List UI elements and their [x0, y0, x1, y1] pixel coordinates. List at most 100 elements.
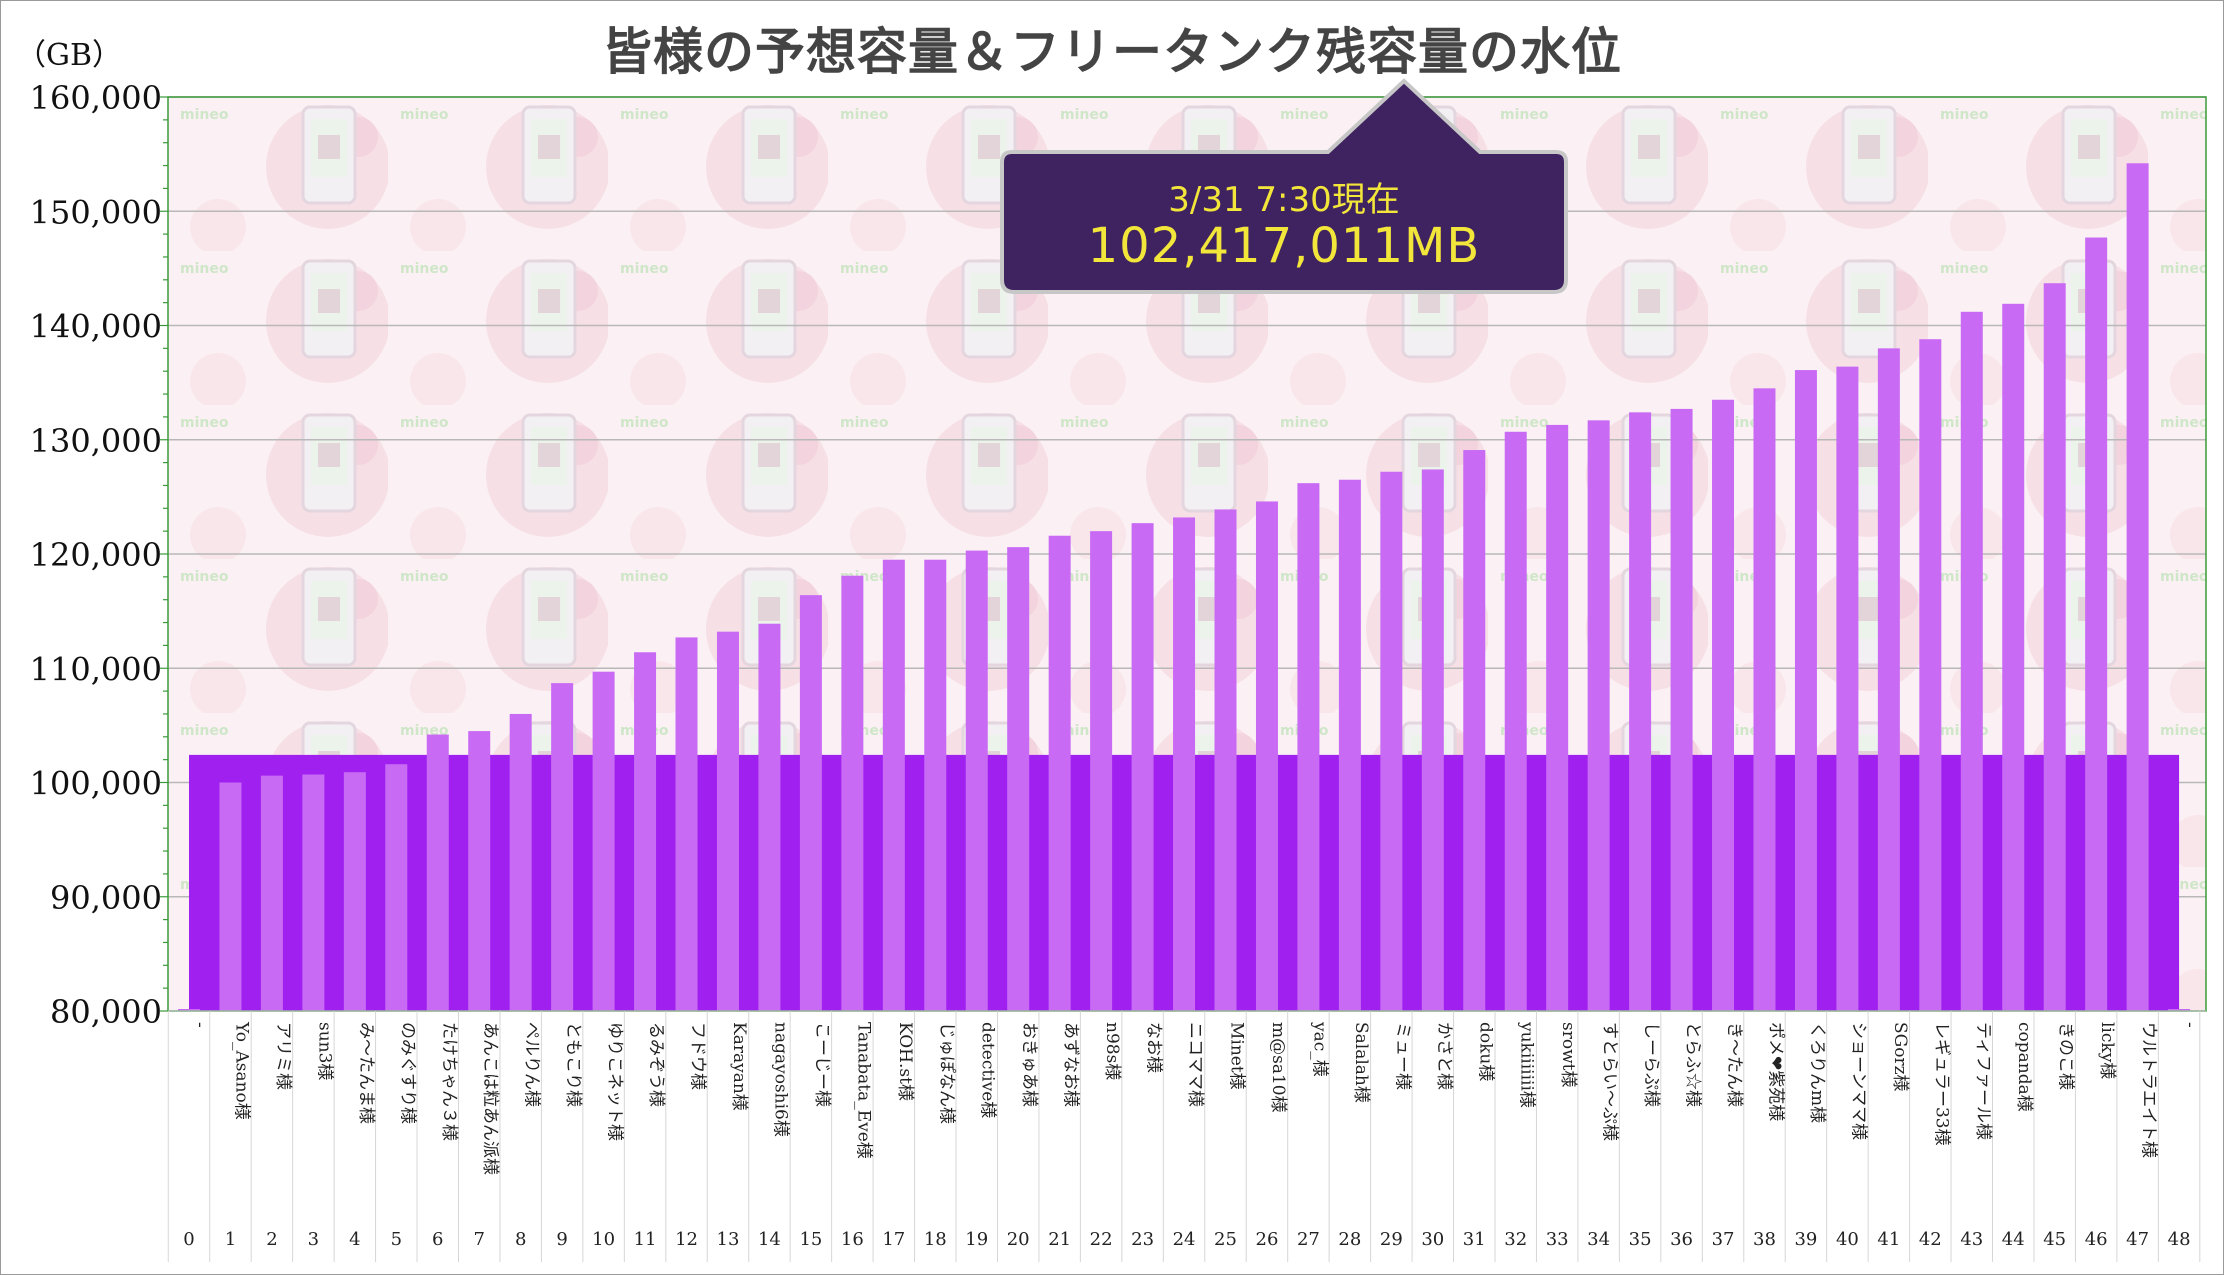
callout-value: 102,417,011MB	[1087, 218, 1481, 274]
bar-2	[260, 775, 283, 1011]
index-label-47: 47	[2126, 1229, 2149, 1250]
index-label-23: 23	[1131, 1229, 1154, 1250]
index-label-34: 34	[1587, 1229, 1610, 1250]
bar-27	[1297, 483, 1320, 1011]
bar-32	[1504, 431, 1527, 1011]
bar-43	[1960, 311, 1983, 1011]
bar-22	[1090, 531, 1113, 1011]
category-label-6: たけちゃん３様	[439, 1022, 459, 1141]
index-label-1: 1	[225, 1229, 236, 1250]
bar-41	[1877, 348, 1900, 1012]
index-label-40: 40	[1836, 1229, 1859, 1250]
category-label-3: sun3様	[314, 1022, 334, 1080]
category-label-25: Minet様	[1227, 1022, 1247, 1090]
index-label-36: 36	[1670, 1229, 1693, 1250]
category-label-11: るみぞう様	[646, 1022, 666, 1107]
index-label-48: 48	[2168, 1229, 2191, 1250]
index-label-21: 21	[1048, 1229, 1071, 1250]
index-label-2: 2	[266, 1229, 277, 1250]
bar-6	[426, 734, 449, 1011]
category-label-32: yukiiiiiii様	[1517, 1021, 1537, 1108]
bar-47	[2126, 163, 2149, 1011]
y-axis-unit-label: （GB）	[16, 38, 123, 73]
bar-26	[1255, 501, 1278, 1011]
category-label-1: Yo_Asano様	[231, 1021, 251, 1120]
category-label-46: licky様	[2097, 1022, 2117, 1079]
category-label-40: ショーンママ様	[1848, 1022, 1868, 1140]
bar-24	[1173, 517, 1196, 1011]
bar-35	[1629, 412, 1652, 1012]
bar-44	[2002, 303, 2025, 1012]
bar-15	[799, 595, 822, 1011]
category-label-42: レギュラー33様	[1931, 1022, 1951, 1146]
index-label-46: 46	[2085, 1229, 2108, 1250]
index-label-20: 20	[1007, 1229, 1030, 1250]
bar-34	[1587, 420, 1610, 1011]
y-tick-label: 100,000	[30, 765, 162, 803]
category-label-45: きのこ様	[2056, 1022, 2076, 1090]
chart-title: 皆様の予想容量＆フリータンク残容量の水位	[602, 22, 1622, 81]
bar-36	[1670, 408, 1693, 1012]
index-label-5: 5	[391, 1229, 402, 1250]
category-label-0: -	[190, 1022, 210, 1028]
y-tick-label: 130,000	[30, 422, 162, 460]
index-label-15: 15	[799, 1229, 822, 1250]
bar-38	[1753, 388, 1776, 1011]
bar-11	[634, 652, 657, 1011]
category-label-16: Tanabata_Eve様	[853, 1022, 873, 1159]
category-label-30: かさと様	[1434, 1022, 1454, 1090]
bar-48	[2168, 1009, 2191, 1011]
category-label-21: あずなお様	[1061, 1022, 1081, 1107]
category-label-14: nagayoshi6様	[770, 1022, 790, 1137]
category-label-36: とらふ☆様	[1683, 1022, 1703, 1107]
category-label-17: KOH.st様	[895, 1022, 915, 1101]
y-tick-label: 90,000	[50, 879, 162, 917]
bar-17	[882, 559, 905, 1011]
bar-8	[509, 713, 532, 1011]
bar-37	[1712, 399, 1735, 1011]
bar-25	[1214, 509, 1237, 1011]
category-label-37: き～たん様	[1724, 1022, 1744, 1107]
bar-3	[302, 774, 325, 1011]
index-label-16: 16	[841, 1229, 864, 1250]
bar-29	[1380, 471, 1403, 1011]
y-tick-label: 160,000	[30, 79, 162, 117]
bar-12	[675, 637, 698, 1011]
bar-7	[468, 731, 491, 1011]
bar-23	[1131, 523, 1154, 1011]
index-label-8: 8	[515, 1229, 526, 1250]
index-label-39: 39	[1794, 1229, 1817, 1250]
index-label-38: 38	[1753, 1229, 1776, 1250]
bar-0	[178, 1009, 200, 1011]
bar-20	[1007, 547, 1030, 1011]
index-label-0: 0	[183, 1229, 194, 1250]
y-tick-label: 80,000	[50, 993, 162, 1031]
y-tick-label: 140,000	[30, 308, 162, 346]
category-label-19: detective様	[978, 1022, 998, 1118]
bar-40	[1836, 366, 1859, 1011]
index-label-25: 25	[1214, 1229, 1237, 1250]
category-label-31: doku様	[1475, 1022, 1495, 1081]
bar-46	[2085, 237, 2108, 1012]
category-label-12: フドウ様	[688, 1022, 708, 1090]
index-label-6: 6	[432, 1229, 443, 1250]
index-label-19: 19	[965, 1229, 988, 1250]
category-label-24: ニコママ様	[1185, 1022, 1205, 1107]
bar-31	[1463, 450, 1486, 1012]
category-label-27: yac_様	[1309, 1021, 1329, 1077]
category-label-23: なお様	[1144, 1022, 1164, 1073]
index-label-11: 11	[634, 1229, 657, 1250]
index-label-45: 45	[2043, 1229, 2066, 1250]
index-label-43: 43	[1960, 1229, 1983, 1250]
category-label-13: Karayan様	[729, 1022, 749, 1111]
index-label-37: 37	[1712, 1229, 1735, 1250]
category-label-26: m@sa10様	[1268, 1022, 1288, 1113]
y-tick-label: 150,000	[30, 193, 162, 231]
index-label-31: 31	[1463, 1229, 1486, 1250]
index-label-14: 14	[758, 1229, 781, 1250]
index-label-35: 35	[1629, 1229, 1652, 1250]
index-label-18: 18	[924, 1229, 947, 1250]
category-label-35: しーらぷ様	[1641, 1022, 1661, 1107]
category-label-38: ポメ❤紫苑様	[1765, 1022, 1785, 1121]
